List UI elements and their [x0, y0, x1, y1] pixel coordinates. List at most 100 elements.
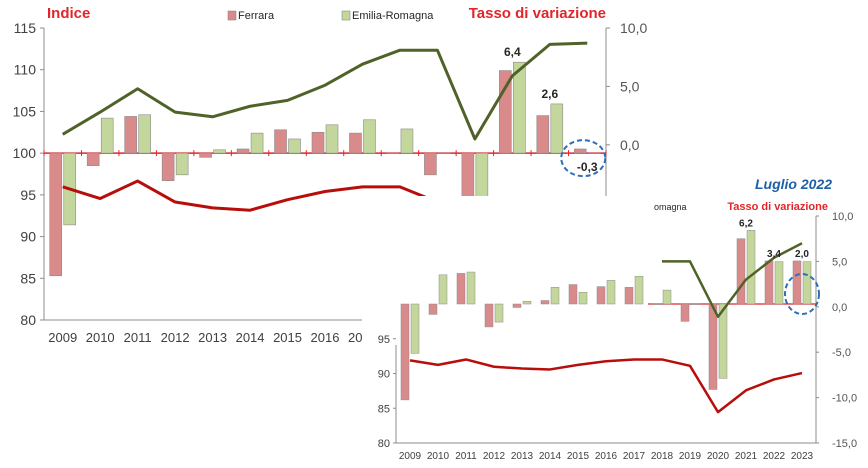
left-tick-label: 110 — [14, 62, 37, 78]
inset-x-tick-label: 2018 — [651, 451, 674, 462]
data-label: 6,4 — [504, 45, 521, 59]
inset-ferrara-bar-2011 — [456, 273, 466, 305]
inset-ferrara-bar-2014 — [540, 300, 550, 305]
inset-emilia-bar-2011 — [466, 271, 476, 305]
left-tick-label: 95 — [20, 187, 36, 203]
inset-emilia-bar-2015 — [578, 291, 588, 305]
legend-label-ferrara: Ferrara — [238, 10, 275, 22]
inset-emilia-bar-2018 — [662, 289, 672, 305]
inset-x-tick-label: 2011 — [455, 451, 477, 462]
x-tick-label: 2016 — [311, 330, 340, 345]
legend-label-emilia: Emilia-Romagna — [352, 10, 434, 22]
inset-emilia-bar-2019 — [690, 303, 700, 305]
inset-emilia-bar-2021 — [746, 230, 756, 305]
highlight-ellipse — [560, 139, 607, 178]
inset-x-tick-label: 2016 — [595, 451, 618, 462]
inset-ferrara-bar-2009 — [400, 303, 410, 401]
emilia-bar-2010 — [100, 117, 114, 154]
inset-left-tick-label: 80 — [378, 438, 390, 450]
emilia-bar-2023 — [587, 152, 601, 154]
ferrara-bar-2017 — [349, 132, 362, 154]
inset-emilia-bar-2009 — [410, 303, 420, 354]
inset-x-tick-label: 2023 — [791, 451, 814, 462]
inset-x-tick-label: 2019 — [679, 451, 702, 462]
inset-highlight-ellipse — [784, 273, 820, 315]
inset-emilia-bar-2010 — [438, 274, 448, 305]
ferrara-bar-2023 — [573, 148, 587, 154]
inset-x-tick-label: 2009 — [399, 451, 422, 462]
ferrara-bar-2022 — [536, 115, 550, 154]
inset-ferrara-bar-2013 — [512, 303, 522, 308]
inset-x-tick-label: 2017 — [623, 451, 646, 462]
x-tick-label: 2011 — [124, 330, 152, 345]
inset-x-tick-label: 2010 — [427, 451, 450, 462]
inset-x-tick-label: 2013 — [511, 451, 534, 462]
inset-x-tick-label: 2020 — [707, 451, 730, 462]
green-trend-line — [61, 41, 588, 141]
right-axis-title: Tasso di variazione — [469, 5, 606, 22]
legend-swatch-ferrara — [227, 10, 237, 21]
right-tick-label: 5,0 — [620, 78, 640, 94]
inset-green-trend-line — [662, 242, 803, 319]
inset-right-axis-title: Tasso di variazione — [727, 201, 828, 213]
inset-data-label: 2,0 — [795, 249, 809, 260]
data-label: -0,3 — [577, 160, 598, 174]
inset-header-background — [648, 176, 868, 202]
left-tick-label: 105 — [13, 103, 37, 119]
inset-title: Luglio 2022 — [755, 176, 832, 192]
ferrara-bar-2014 — [236, 148, 250, 154]
ferrara-bar-2013 — [199, 152, 212, 158]
inset-x-tick-label: 2022 — [763, 451, 786, 462]
inset-ferrara-bar-2012 — [484, 303, 494, 328]
inset-emilia-bar-2017 — [634, 275, 644, 305]
inset-right-tick-label: 5,0 — [832, 256, 847, 268]
ferrara-bar-2016 — [311, 131, 325, 154]
inset-data-label: 6,2 — [739, 218, 753, 229]
emilia-bar-2017 — [363, 119, 376, 154]
inset-emilia-bar-2012 — [494, 303, 504, 323]
emilia-bar-2022 — [550, 103, 564, 154]
ferrara-bar-2018 — [386, 152, 400, 154]
inset-legend-fragment: omagna — [654, 202, 687, 212]
emilia-bar-2011 — [138, 114, 151, 154]
legend-swatch-emilia — [341, 10, 351, 21]
inset-red-trend-line — [409, 358, 803, 414]
inset-x-tick-label: 2012 — [483, 451, 506, 462]
x-tick-label: 2009 — [48, 330, 77, 345]
inset-ferrara-bar-2021 — [736, 238, 746, 305]
left-tick-label: 100 — [13, 145, 37, 161]
x-tick-label: 2014 — [236, 330, 265, 345]
inset-ferrara-bar-2019 — [680, 303, 690, 322]
left-tick-label: 115 — [14, 20, 37, 36]
emilia-bar-2018 — [400, 128, 414, 154]
inset-right-tick-label: -10,0 — [832, 393, 857, 405]
inset-emilia-bar-2013 — [522, 300, 532, 305]
inset-left-tick-label: 90 — [378, 369, 390, 381]
inset-ferrara-bar-2016 — [596, 286, 606, 305]
ferrara-bar-2015 — [274, 129, 287, 154]
inset-emilia-bar-2022 — [774, 261, 784, 305]
ferrara-bar-2010 — [86, 152, 100, 166]
emilia-bar-2015 — [288, 138, 301, 154]
inset-emilia-bar-2016 — [606, 280, 616, 305]
ferrara-bar-2019 — [424, 152, 437, 176]
inset-ferrara-bar-2020 — [708, 303, 718, 390]
left-tick-label: 85 — [20, 270, 36, 286]
inset-ferrara-bar-2022 — [764, 260, 774, 305]
inset-ferrara-bar-2017 — [624, 287, 634, 305]
ferrara-bar-2011 — [124, 116, 137, 154]
inset-ferrara-bar-2018 — [652, 303, 662, 305]
x-tick-label: 2010 — [86, 330, 115, 345]
inset-data-label: 3,4 — [767, 249, 781, 260]
inset-right-tick-label: 10,0 — [832, 211, 853, 223]
main-chart: 80859095100105110115-15,0-10,0-5,00,05,0… — [13, 5, 652, 345]
inset-x-tick-label: 2021 — [735, 451, 758, 462]
inset-emilia-bar-2014 — [550, 287, 560, 305]
left-axis-title: Indice — [47, 5, 90, 22]
data-label: 2,6 — [541, 87, 558, 101]
inset-right-tick-label: -15,0 — [832, 438, 857, 450]
ferrara-bar-2009 — [49, 152, 63, 277]
x-tick-label: 2012 — [161, 330, 190, 345]
emilia-bar-2016 — [325, 124, 339, 154]
